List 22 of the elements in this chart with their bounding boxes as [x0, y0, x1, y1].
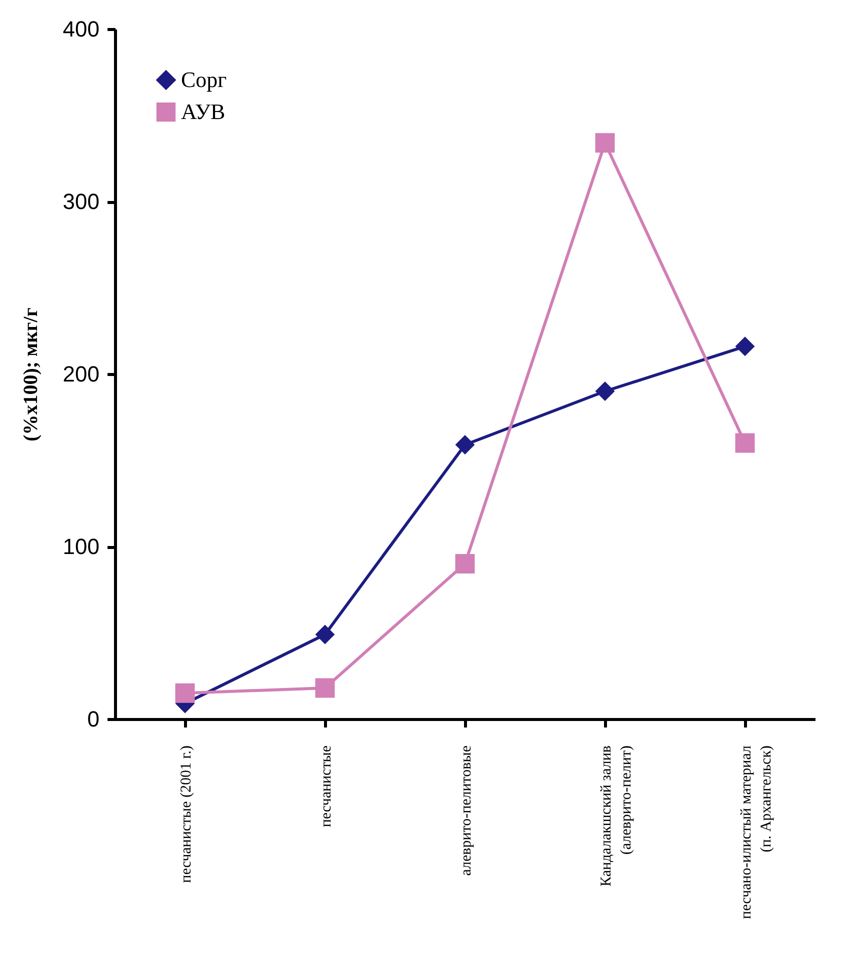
- point: [455, 434, 475, 454]
- y-tick-label: 300: [62, 189, 100, 214]
- point: [735, 433, 755, 453]
- x-tick-label: алеврито-пелитовые: [458, 745, 474, 876]
- x-tick-label: песчано-илистый материал (п. Архангельск): [738, 745, 774, 919]
- y-axis-title: (%x100); мкг/г: [20, 308, 42, 442]
- legend-label: Сорг: [181, 67, 227, 92]
- y-tick-label: 200: [62, 362, 100, 386]
- x-tick-label: Кандалакшский залив (алеврито-пелит): [598, 746, 634, 886]
- legend-label: АУВ: [181, 99, 226, 124]
- point: [175, 683, 195, 703]
- point: [595, 133, 615, 153]
- point: [595, 382, 615, 401]
- point: [455, 554, 475, 574]
- y-tick-label: 400: [62, 16, 100, 42]
- point: [735, 336, 755, 356]
- x-tick-label: песчанистые (2001 г.): [178, 746, 194, 883]
- point: [315, 678, 335, 698]
- x-tick-label: песчанистые: [318, 745, 334, 828]
- y-tick-label: 0: [87, 706, 100, 732]
- y-tick-label: 100: [62, 534, 100, 559]
- point: [315, 624, 335, 644]
